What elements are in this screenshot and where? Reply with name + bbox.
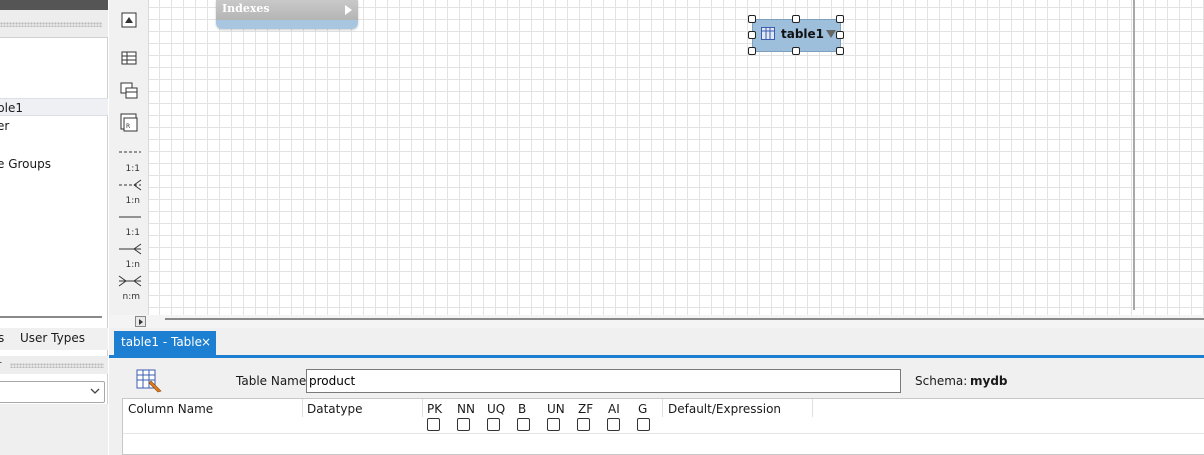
relationship-label: 1:1 [125,228,140,238]
svg-text:R: R [126,123,130,130]
zf-filter-checkbox[interactable] [577,418,590,431]
relationship-label: n:m [122,292,140,302]
horizontal-scroller[interactable] [109,315,1204,328]
nn-filter-checkbox[interactable] [457,418,470,431]
editor-tab-bar: table1 - Table × [109,328,1204,358]
tree-item-label: e Groups [0,157,51,171]
routine-group-tool-icon[interactable]: R [118,110,142,136]
scroll-track[interactable] [165,318,1204,320]
b-header[interactable]: B [518,402,527,416]
ai-filter-checkbox[interactable] [607,418,620,431]
indexes-title: Indexes [222,2,270,15]
column-separator [812,399,813,417]
resize-handle[interactable] [836,47,844,55]
table-editor-icon [136,369,162,393]
table-name-label: Table Name: [236,374,311,388]
schema-label: Schema: [915,374,968,388]
page-boundary-line [1133,0,1135,310]
uq-header[interactable]: UQ [487,402,506,416]
resize-handle[interactable] [836,15,844,23]
columns-header: Column Name Datatype PK NN UQ B UN ZF AI… [123,399,1204,434]
zf-header[interactable]: ZF [578,402,594,416]
relationship-1-n-identifying-icon[interactable]: 1:n [118,242,142,270]
collapse-arrow-icon[interactable] [826,30,836,38]
tree-item-users[interactable]: er [0,117,108,135]
expand-arrow-icon[interactable] [345,5,352,15]
scroll-right-icon[interactable] [135,316,146,327]
navigator-header-bar [0,0,108,10]
table-tool-icon[interactable] [118,46,142,72]
columns-grid[interactable]: Column Name Datatype PK NN UQ B UN ZF AI… [122,398,1204,455]
model-navigator-panel [0,0,108,455]
column-separator [302,399,303,417]
tab-label: table1 - Table [121,335,203,349]
relationship-label: 1:n [125,196,140,206]
tree-item-label: er [0,119,10,133]
relationship-1-n-icon[interactable]: 1:n [118,178,142,206]
resize-handle[interactable] [748,15,756,23]
ai-header[interactable]: AI [608,402,620,416]
resize-handle[interactable] [748,47,756,55]
table-node[interactable]: table1 [752,19,841,52]
un-filter-checkbox[interactable] [547,418,560,431]
datatype-header[interactable]: Datatype [307,402,363,416]
resize-handle[interactable] [792,15,800,23]
indexes-section[interactable]: Indexes [216,0,358,29]
pk-filter-checkbox[interactable] [427,418,440,431]
b-filter-checkbox[interactable] [517,418,530,431]
tab-table-editor[interactable]: table1 - Table × [114,331,216,355]
filter-label: r [0,358,2,371]
un-header[interactable]: UN [547,402,565,416]
image-tool-icon[interactable] [118,8,142,34]
table-icon [761,27,775,40]
table-node-title: table1 [781,27,825,41]
relationship-1-1-icon[interactable]: 1:1 [118,146,142,174]
navigator-filter-strip: r [0,356,108,374]
navigator-dropdown[interactable] [0,381,105,403]
pk-header[interactable]: PK [427,402,443,416]
chevron-down-icon [90,388,100,394]
navigator-footer [0,404,108,455]
tab-schemas[interactable]: s [0,331,5,345]
g-filter-checkbox[interactable] [637,418,650,431]
relationship-label: 1:n [125,260,140,270]
uq-filter-checkbox[interactable] [487,418,500,431]
tree-item-label: ble1 [0,101,23,115]
relationship-n-m-icon[interactable]: n:m [118,274,142,302]
resize-handle[interactable] [748,31,756,39]
table-name-input[interactable] [306,369,901,393]
relationship-1-1-identifying-icon[interactable]: 1:1 [118,210,142,238]
schema-value: mydb [970,374,1008,388]
diagram-toolbar: R 1:1 1:n 1:1 1:n n:m [109,0,149,328]
g-header[interactable]: G [638,402,648,416]
column-separator [422,399,423,417]
view-tool-icon[interactable] [118,78,142,104]
panel-divider[interactable] [0,316,102,318]
tree-item-table1[interactable]: ble1 [0,98,108,116]
default-expression-header[interactable]: Default/Expression [668,402,782,416]
resize-handle[interactable] [836,31,844,39]
navigator-tab-bar: s User Types [0,328,108,350]
navigator-toolbar-strip [0,10,108,38]
resize-handle[interactable] [792,47,800,55]
nn-header[interactable]: NN [457,402,475,416]
relationship-label: 1:1 [125,164,140,174]
tree-item-routine-groups[interactable]: e Groups [0,155,108,173]
indexes-footer [216,20,358,29]
column-name-header[interactable]: Column Name [128,402,214,416]
table-editor: Table Name: Schema: mydb Column Name Dat… [109,358,1204,455]
close-icon[interactable]: × [201,335,212,349]
indexes-header[interactable]: Indexes [216,0,358,20]
diagram-canvas[interactable] [149,0,1204,315]
column-separator [662,399,663,417]
tab-user-types[interactable]: User Types [20,331,85,345]
